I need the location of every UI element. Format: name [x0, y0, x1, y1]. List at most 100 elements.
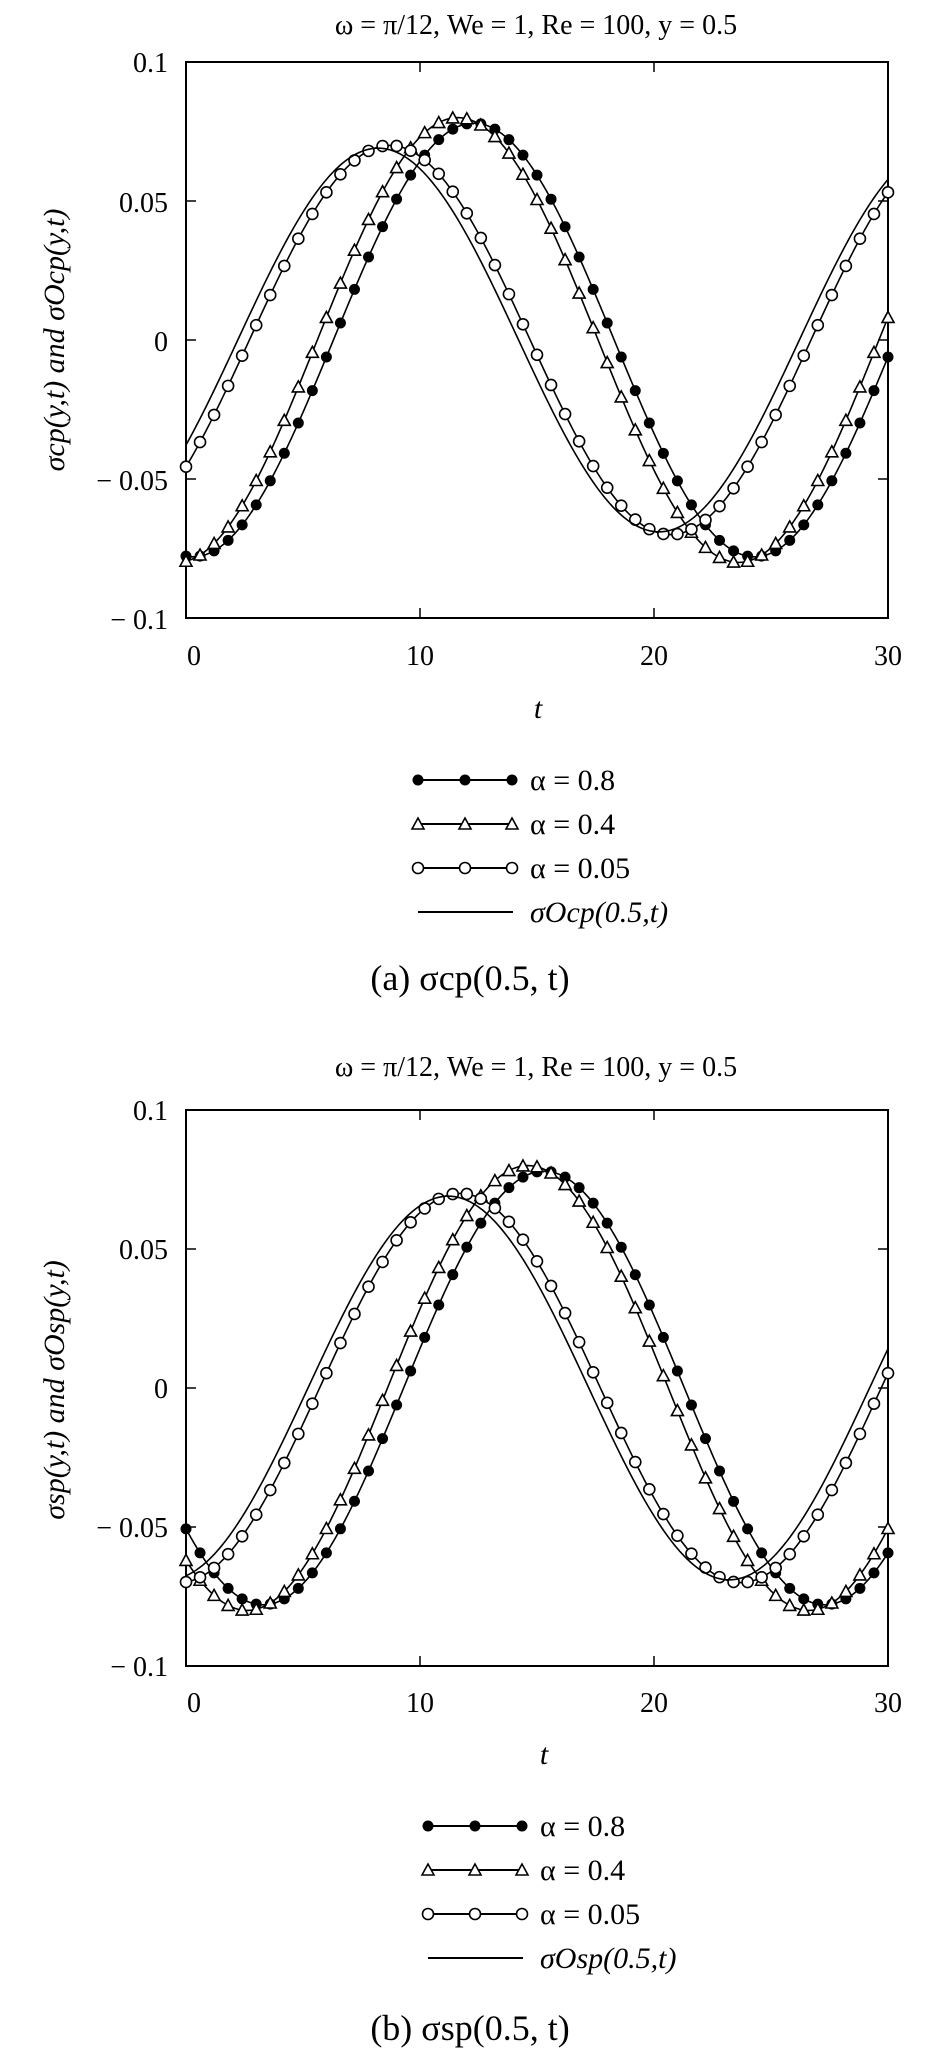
chart-a-point-2-42	[769, 408, 782, 422]
chart-a-point-1-0	[178, 553, 194, 568]
chart-a-point-2-31	[614, 499, 628, 512]
chart-a-point-2-47	[839, 259, 853, 273]
chart-b-legend-marker-2-1	[468, 1907, 482, 1921]
chart-b-point-2-25	[530, 1254, 544, 1268]
chart-a-point-2-16	[404, 144, 417, 157]
chart-a-point-1-4	[234, 498, 250, 512]
chart-b-point-2-43	[783, 1547, 797, 1561]
chart-b-point-0-18	[433, 1299, 445, 1311]
chart-a-point-0-6	[264, 475, 276, 487]
chart-a-point-1-11	[333, 275, 348, 289]
chart-b-point-2-20	[460, 1187, 474, 1201]
chart-a-point-2-29	[586, 459, 600, 473]
chart-a-point-2-10	[320, 186, 333, 199]
chart-a-point-0-34	[657, 447, 669, 459]
chart-a-point-1-14	[375, 184, 390, 198]
chart-a-point-2-22	[488, 258, 502, 272]
chart-a-point-2-38	[713, 499, 726, 513]
chart-b-point-2-35	[671, 1529, 684, 1542]
chart-b-point-2-21	[474, 1192, 488, 1205]
chart-b-point-0-44	[798, 1593, 810, 1605]
chart-b-caption: (b) σsp(0.5, t)	[370, 2008, 569, 2048]
chart-a-point-2-0	[179, 460, 193, 474]
chart-a-xlabel: t	[534, 692, 543, 725]
chart-a-legend-label-2: α = 0.05	[530, 852, 630, 885]
chart-b-point-0-38	[714, 1465, 726, 1477]
chart-a-point-0-44	[798, 519, 810, 531]
chart-b-point-1-35	[670, 1402, 685, 1417]
chart-b-legend-marker-2-0	[421, 1907, 435, 1921]
chart-b-point-0-40	[742, 1523, 754, 1535]
chart-a-point-1-42	[768, 535, 784, 550]
chart-b-markers-series-0	[180, 1166, 894, 1610]
chart-a-point-2-49	[867, 207, 881, 221]
chart-a-point-1-22	[487, 128, 503, 143]
chart-a-point-2-6	[263, 288, 277, 302]
chart-a-point-1-35	[670, 504, 685, 519]
chart-b-point-2-3	[221, 1547, 235, 1561]
chart-b-ytick-0.05: 0.05	[119, 1235, 168, 1266]
chart-a-point-1-47	[838, 412, 854, 427]
chart-b-point-1-9	[305, 1546, 320, 1560]
chart-b-point-1-37	[698, 1470, 713, 1484]
chart-b-point-0-13	[363, 1465, 375, 1477]
chart-b-point-2-34	[657, 1507, 670, 1521]
chart-a-point-1-45	[810, 472, 826, 487]
chart-a-point-1-7	[276, 412, 292, 427]
chart-b-point-2-26	[544, 1279, 558, 1293]
chart-b-point-0-9	[306, 1567, 318, 1579]
chart-b-point-1-15	[389, 1357, 404, 1372]
chart-b-point-2-39	[727, 1575, 740, 1589]
chart-b-point-2-50	[881, 1366, 895, 1380]
chart-b-title: ω = π/12, We = 1, Re = 100, y = 0.5	[335, 1052, 737, 1083]
chart-b-legend-marker-2-2	[515, 1907, 529, 1921]
chart-a-legend-marker-2-1	[458, 861, 472, 875]
chart-a-point-1-15	[389, 159, 404, 174]
chart-a-point-0-25	[531, 169, 543, 181]
chart-a-point-1-13	[361, 211, 376, 226]
chart-a-xtick-30: 30	[874, 641, 902, 672]
chart-a-point-0-35	[671, 475, 683, 487]
chart-a-point-1-20	[459, 111, 475, 125]
chart-a-point-2-41	[755, 435, 768, 449]
chart-b-point-2-13	[362, 1280, 375, 1294]
chart-b-point-1-0	[178, 1552, 194, 1567]
chart-b-point-1-48	[852, 1567, 868, 1581]
chart-b-point-2-28	[572, 1335, 586, 1349]
chart-a-point-2-35	[671, 527, 684, 541]
chart-b-point-2-19	[446, 1187, 460, 1201]
chart-a-point-2-2	[207, 408, 221, 422]
chart-b-point-0-39	[728, 1495, 740, 1507]
chart-b-point-2-8	[292, 1427, 305, 1441]
chart-a-point-2-36	[685, 523, 698, 536]
chart-a-point-2-4	[235, 349, 249, 363]
chart-a-point-0-24	[517, 149, 529, 161]
chart-b-point-2-16	[404, 1216, 417, 1229]
chart-a-point-1-34	[656, 480, 671, 495]
chart-b-point-0-48	[854, 1582, 866, 1594]
chart-a-point-0-19	[447, 123, 459, 135]
chart-b-point-1-45	[810, 1601, 826, 1616]
chart-a-point-1-24	[515, 166, 531, 181]
chart-a-point-1-30	[599, 354, 615, 369]
chart-b-point-1-13	[361, 1427, 376, 1441]
chart-b-point-2-14	[376, 1255, 389, 1269]
chart-a-point-0-8	[292, 417, 304, 429]
chart-a-xtick-20: 20	[640, 641, 668, 672]
chart-a-ytick-0.1: 0.1	[133, 48, 168, 79]
chart-b-point-2-12	[348, 1307, 361, 1321]
chart-a-point-2-9	[306, 207, 319, 221]
chart-a-ytick-neg0.1: − 0.1	[110, 605, 168, 636]
chart-b-xtick-10: 10	[406, 1688, 434, 1719]
chart-a-point-1-19	[445, 110, 461, 124]
chart-b-point-2-44	[797, 1529, 811, 1543]
chart-b-point-0-37	[699, 1433, 711, 1445]
chart-b-point-2-42	[769, 1561, 782, 1575]
chart-b-ytick-0.1: 0.1	[133, 1096, 168, 1127]
chart-b-point-2-45	[811, 1508, 825, 1522]
chart-a-point-2-7	[277, 259, 291, 273]
chart-b-point-2-31	[614, 1426, 628, 1440]
chart-b-point-1-20	[459, 1207, 475, 1222]
chart-a-point-0-43	[784, 534, 796, 546]
chart-b-xtick-30: 30	[874, 1688, 902, 1719]
